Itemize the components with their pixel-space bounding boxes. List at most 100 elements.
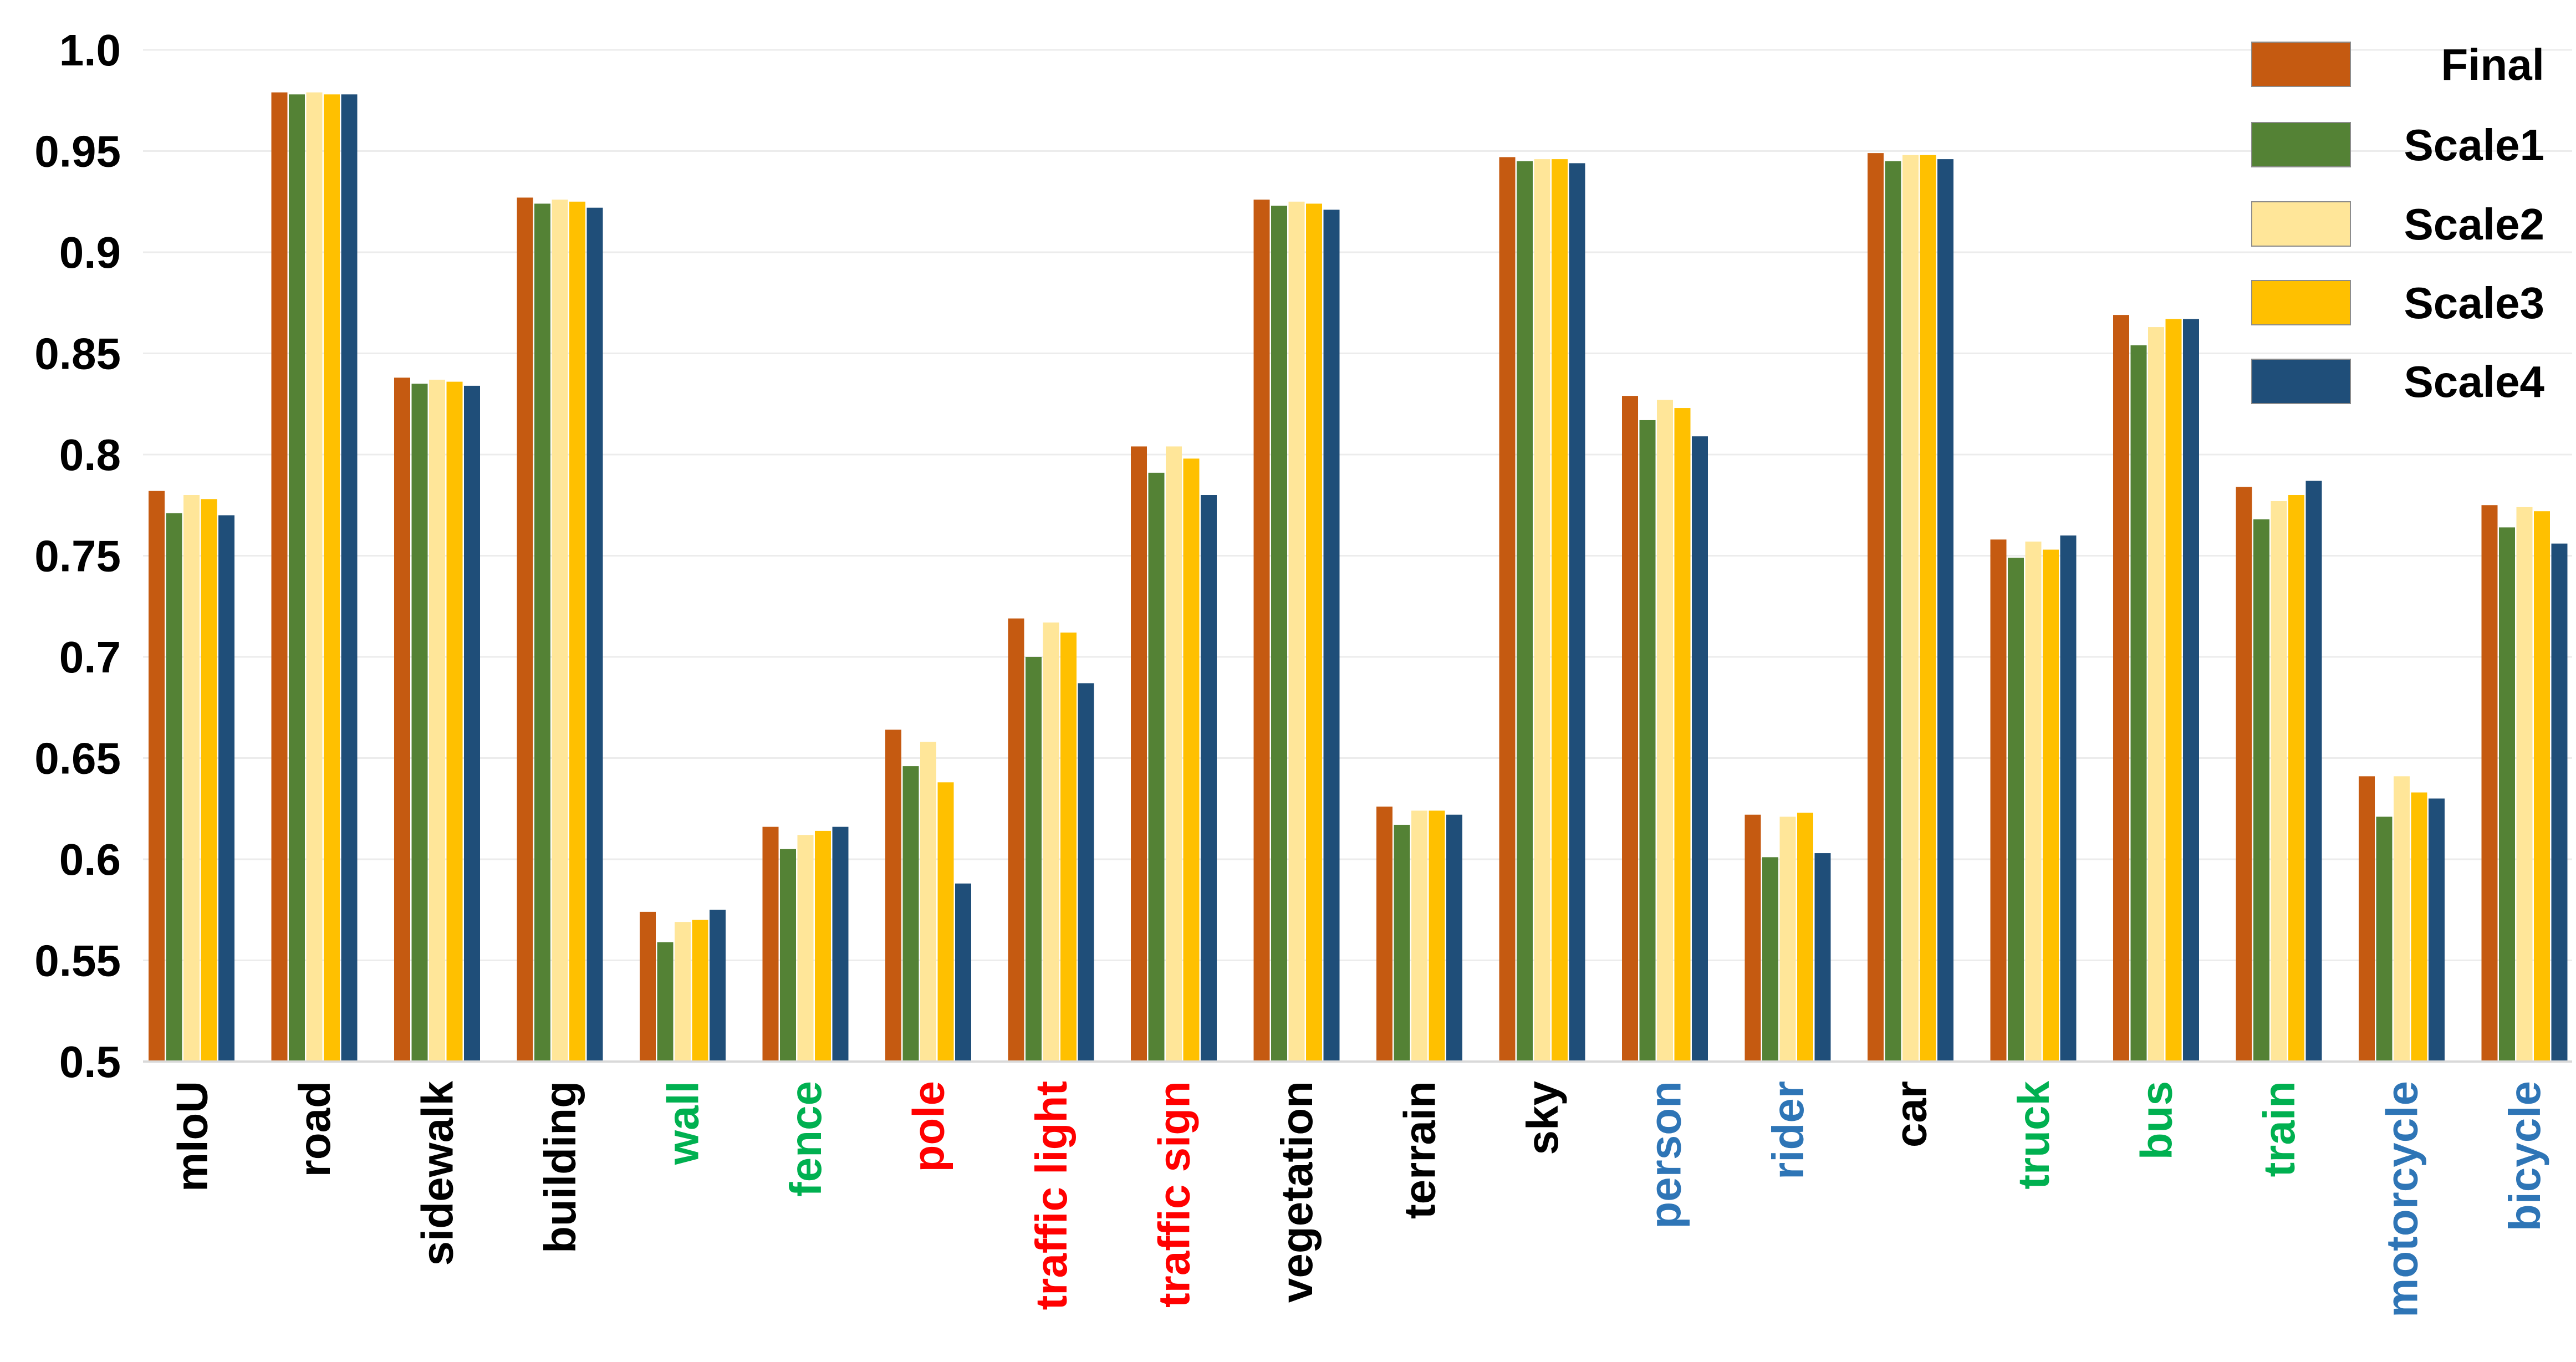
x-tick-label: sidewalk <box>413 1080 462 1266</box>
bar-final-vegetation <box>1253 200 1270 1062</box>
bar-scale3-train <box>2288 495 2304 1062</box>
y-tick-label: 1.0 <box>59 25 121 75</box>
x-tick-label: motorcycle <box>2378 1081 2427 1318</box>
bar-final-truck <box>1990 539 2007 1062</box>
bar-final-traffic-light <box>1008 618 1024 1062</box>
bar-scale2-traffic-light <box>1043 622 1059 1062</box>
bar-scale2-bicycle <box>2516 507 2533 1062</box>
y-tick-label: 0.85 <box>34 329 121 379</box>
bar-final-sky <box>1499 157 1516 1062</box>
bar-scale1-pole <box>902 766 919 1062</box>
bar-scale3-terrain <box>1429 810 1445 1062</box>
bar-scale4-wall <box>710 910 726 1062</box>
x-tick-label: road <box>290 1081 339 1177</box>
bar-final-car <box>1868 153 1884 1062</box>
y-tick-label: 0.9 <box>59 228 121 277</box>
y-tick-label: 0.95 <box>34 127 121 176</box>
bar-scale1-rider <box>1762 857 1778 1062</box>
bar-scale4-road <box>341 94 358 1062</box>
y-tick-label: 0.7 <box>59 632 121 682</box>
bar-scale3-vegetation <box>1306 203 1322 1062</box>
bar-scale1-traffic-sign <box>1148 472 1165 1062</box>
bar-scale3-person <box>1674 408 1691 1062</box>
bar-scale4-motorcycle <box>2429 798 2445 1062</box>
x-tick-label: terrain <box>1395 1081 1445 1219</box>
bar-scale1-fence <box>780 849 796 1062</box>
bar-final-motorcycle <box>2359 776 2375 1062</box>
bar-scale4-building <box>586 207 603 1062</box>
bar-scale2-traffic-sign <box>1166 446 1182 1062</box>
bar-scale3-traffic-light <box>1060 632 1077 1062</box>
bar-scale4-bicycle <box>2551 543 2568 1062</box>
legend-swatch-final <box>2251 42 2351 87</box>
bar-scale2-fence <box>797 835 814 1062</box>
bar-scale3-wall <box>692 920 708 1062</box>
bar-final-fence <box>762 827 779 1062</box>
bar-scale3-sky <box>1552 159 1568 1062</box>
bar-final-road <box>271 92 288 1062</box>
bar-scale4-train <box>2305 481 2322 1062</box>
x-tick-label: person <box>1641 1081 1690 1229</box>
legend-label-final: Final <box>2441 40 2544 89</box>
bar-scale1-sidewalk <box>411 384 428 1062</box>
legend-swatch-scale1 <box>2251 122 2351 167</box>
bar-scale1-traffic-light <box>1026 657 1042 1062</box>
x-tick-label: sky <box>1518 1081 1567 1155</box>
bar-scale1-person <box>1639 420 1656 1062</box>
bar-scale2-truck <box>2025 541 2042 1062</box>
bar-scale1-truck <box>2008 558 2024 1062</box>
bar-scale3-building <box>569 201 585 1062</box>
bar-scale2-motorcycle <box>2394 776 2410 1062</box>
bar-scale4-traffic-sign <box>1201 495 1217 1062</box>
bar-scale2-sidewalk <box>429 379 445 1062</box>
y-tick-label: 0.8 <box>59 430 121 479</box>
bar-scale1-terrain <box>1394 824 1410 1062</box>
bar-scale2-wall <box>675 922 691 1062</box>
bar-scale1-sky <box>1517 161 1533 1062</box>
bar-final-sidewalk <box>394 378 410 1062</box>
bar-scale1-car <box>1885 161 1901 1062</box>
bar-scale2-pole <box>920 742 936 1062</box>
bar-scale3-car <box>1920 155 1936 1062</box>
bar-scale4-terrain <box>1446 814 1462 1062</box>
bar-scale4-car <box>1937 159 1953 1062</box>
x-tick-label: pole <box>904 1081 953 1172</box>
bar-scale1-road <box>289 94 305 1062</box>
bar-scale3-sidewalk <box>446 381 463 1062</box>
y-tick-label: 0.5 <box>59 1037 121 1086</box>
legend-label-scale4: Scale4 <box>2404 357 2544 406</box>
bar-scale4-rider <box>1814 853 1831 1062</box>
bar-scale3-motorcycle <box>2411 792 2427 1062</box>
bar-scale3-miou <box>201 499 217 1062</box>
x-tick-label: car <box>1886 1081 1936 1147</box>
y-tick-label: 0.75 <box>34 532 121 581</box>
bar-scale4-sidewalk <box>464 385 480 1062</box>
bar-scale2-terrain <box>1411 810 1427 1062</box>
x-tick-label: fence <box>781 1081 830 1197</box>
bar-scale2-vegetation <box>1288 201 1305 1062</box>
bar-final-terrain <box>1376 807 1392 1062</box>
x-tick-label: mIoU <box>167 1081 217 1192</box>
legend-swatch-scale4 <box>2251 359 2351 404</box>
bar-scale2-sky <box>1534 159 1550 1062</box>
x-tick-label: traffic sign <box>1150 1081 1199 1308</box>
bar-scale2-miou <box>183 495 200 1062</box>
bar-final-wall <box>640 911 656 1062</box>
bar-scale4-vegetation <box>1323 210 1340 1062</box>
bar-scale1-bicycle <box>2499 527 2515 1062</box>
bars <box>149 92 2568 1062</box>
legend-label-scale3: Scale3 <box>2404 278 2544 328</box>
bar-final-miou <box>149 491 165 1062</box>
bar-final-person <box>1622 396 1638 1062</box>
bar-scale2-bus <box>2148 327 2164 1062</box>
x-tick-label: bus <box>2132 1081 2181 1160</box>
bar-scale3-rider <box>1797 813 1813 1062</box>
legend-swatch-scale3 <box>2251 280 2351 325</box>
bar-scale4-pole <box>955 883 971 1062</box>
bar-scale1-wall <box>657 942 674 1062</box>
bar-scale4-person <box>1692 436 1708 1062</box>
y-tick-label: 0.6 <box>59 835 121 884</box>
x-tick-label: wall <box>659 1081 708 1165</box>
bar-scale3-pole <box>937 782 954 1062</box>
